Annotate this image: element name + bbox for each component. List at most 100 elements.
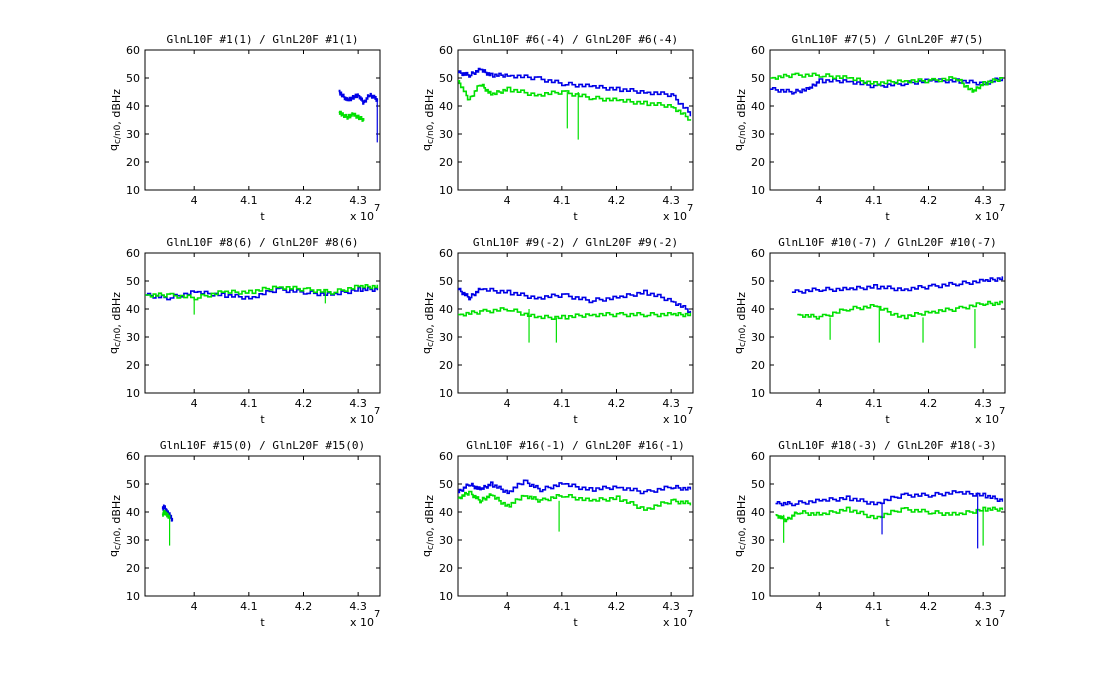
- y-tick-label: 30: [126, 331, 140, 344]
- subplot-title: GlnL10F #16(-1) / GlnL20F #16(-1): [466, 439, 685, 452]
- x-tick-label: 4: [191, 397, 198, 410]
- x-tick-label: 4.2: [295, 194, 313, 207]
- series-line-blue: [791, 276, 1004, 294]
- x-tick-label: 4.3: [349, 397, 367, 410]
- plot-area: [144, 49, 381, 191]
- subplot-4: GlnL10F #8(6) / GlnL20F #8(6) 10 20 30 40 50 6…: [107, 236, 381, 426]
- y-tick-label: 10: [751, 184, 765, 197]
- y-axis-label: qc/n0, dBHz: [732, 495, 748, 557]
- series-line-blue: [770, 77, 1004, 95]
- series-line-green: [770, 72, 1004, 93]
- y-tick-label: 50: [126, 72, 140, 85]
- y-tick-label: 30: [439, 534, 453, 547]
- x-tick-label: 4: [504, 600, 511, 613]
- y-tick-label: 20: [439, 359, 453, 372]
- y-tick-label: 10: [439, 387, 453, 400]
- x-axis-label: t: [260, 413, 265, 426]
- y-tick-label: 50: [751, 72, 765, 85]
- series-line-green: [458, 80, 692, 121]
- x-tick-label: 4.1: [240, 194, 258, 207]
- subplot-9: GlnL10F #18(-3) / GlnL20F #18(-3) 10 20 30 4…: [732, 439, 1006, 629]
- x-tick-label: 4: [816, 194, 823, 207]
- y-tick-label: 60: [126, 450, 140, 463]
- x-axis-label: t: [573, 210, 578, 223]
- subplot-title: GlnL10F #1(1) / GlnL20F #1(1): [166, 33, 358, 46]
- series-line-green: [161, 509, 171, 519]
- subplot-title: GlnL10F #8(6) / GlnL20F #8(6): [166, 236, 358, 249]
- x-tick-label: 4.2: [608, 600, 626, 613]
- y-tick-label: 20: [751, 562, 765, 575]
- x-tick-label: 4: [816, 600, 823, 613]
- x-tick-label: 4: [504, 397, 511, 410]
- y-axis-label: qc/n0, dBHz: [107, 89, 123, 151]
- y-tick-label: 60: [751, 247, 765, 260]
- plot-area: [457, 49, 694, 191]
- y-axis-label: qc/n0, dBHz: [420, 495, 436, 557]
- y-tick-label: 30: [126, 128, 140, 141]
- y-tick-label: 30: [751, 128, 765, 141]
- series-line-green: [458, 307, 692, 320]
- x-tick-label: 4.2: [608, 194, 626, 207]
- y-tick-label: 30: [751, 331, 765, 344]
- x-tick-label: 4.1: [865, 194, 883, 207]
- subplot-title: GlnL10F #10(-7) / GlnL20F #10(-7): [778, 236, 997, 249]
- subplot-7: GlnL10F #15(0) / GlnL20F #15(0) 10 20 30 40 5…: [107, 439, 381, 629]
- y-tick-label: 40: [751, 506, 765, 519]
- y-tick-label: 10: [126, 590, 140, 603]
- x-axis-label: t: [260, 210, 265, 223]
- y-tick-label: 10: [126, 387, 140, 400]
- y-tick-label: 40: [439, 506, 453, 519]
- series-line-green: [797, 300, 1004, 320]
- y-axis-label: qc/n0, dBHz: [732, 89, 748, 151]
- y-tick-label: 50: [439, 478, 453, 491]
- y-tick-label: 20: [439, 156, 453, 169]
- subplot-title: GlnL10F #9(-2) / GlnL20F #9(-2): [473, 236, 678, 249]
- x-axis-label: t: [885, 616, 890, 629]
- plot-area: [769, 49, 1006, 191]
- series-line-green: [145, 284, 379, 301]
- x-axis-label: t: [573, 413, 578, 426]
- x-tick-label: 4.1: [553, 600, 571, 613]
- y-tick-label: 20: [751, 359, 765, 372]
- x-tick-label: 4.3: [662, 194, 680, 207]
- series-line-blue: [775, 490, 1004, 507]
- y-tick-label: 60: [126, 247, 140, 260]
- plot-area: [457, 455, 694, 597]
- plot-area: [769, 455, 1006, 597]
- y-tick-label: 10: [126, 184, 140, 197]
- y-axis-label: qc/n0, dBHz: [107, 495, 123, 557]
- x-tick-label: 4.1: [553, 194, 571, 207]
- y-tick-label: 10: [751, 387, 765, 400]
- y-tick-label: 20: [126, 156, 140, 169]
- y-tick-label: 50: [126, 478, 140, 491]
- y-tick-label: 10: [439, 184, 453, 197]
- y-tick-label: 10: [439, 590, 453, 603]
- y-tick-label: 40: [126, 506, 140, 519]
- y-tick-label: 60: [439, 44, 453, 57]
- x-tick-label: 4: [816, 397, 823, 410]
- y-tick-label: 60: [439, 450, 453, 463]
- subplot-5: GlnL10F #9(-2) / GlnL20F #9(-2) 10 20 30 40 5…: [420, 236, 694, 426]
- y-tick-label: 40: [126, 100, 140, 113]
- x-tick-label: 4.3: [662, 397, 680, 410]
- subplot-2: GlnL10F #6(-4) / GlnL20F #6(-4) 10 20 30 40 5…: [420, 33, 694, 223]
- x-tick-label: 4.1: [553, 397, 571, 410]
- subplot-title: GlnL10F #7(5) / GlnL20F #7(5): [791, 33, 983, 46]
- y-axis-label: qc/n0, dBHz: [732, 292, 748, 354]
- series-line-blue: [458, 479, 692, 495]
- y-tick-label: 60: [126, 44, 140, 57]
- x-tick-label: 4.3: [349, 600, 367, 613]
- subplot-title: GlnL10F #18(-3) / GlnL20F #18(-3): [778, 439, 997, 452]
- x-tick-label: 4.1: [865, 397, 883, 410]
- y-tick-label: 20: [126, 359, 140, 372]
- y-tick-label: 60: [751, 450, 765, 463]
- y-tick-label: 20: [126, 562, 140, 575]
- y-axis-label: qc/n0, dBHz: [420, 292, 436, 354]
- x-tick-label: 4.2: [920, 600, 938, 613]
- subplot-6: GlnL10F #10(-7) / GlnL20F #10(-7) 10 20 30 4…: [732, 236, 1006, 426]
- x-tick-label: 4.2: [920, 397, 938, 410]
- plot-area: [769, 252, 1006, 394]
- y-axis-label: qc/n0, dBHz: [107, 292, 123, 354]
- y-tick-label: 30: [751, 534, 765, 547]
